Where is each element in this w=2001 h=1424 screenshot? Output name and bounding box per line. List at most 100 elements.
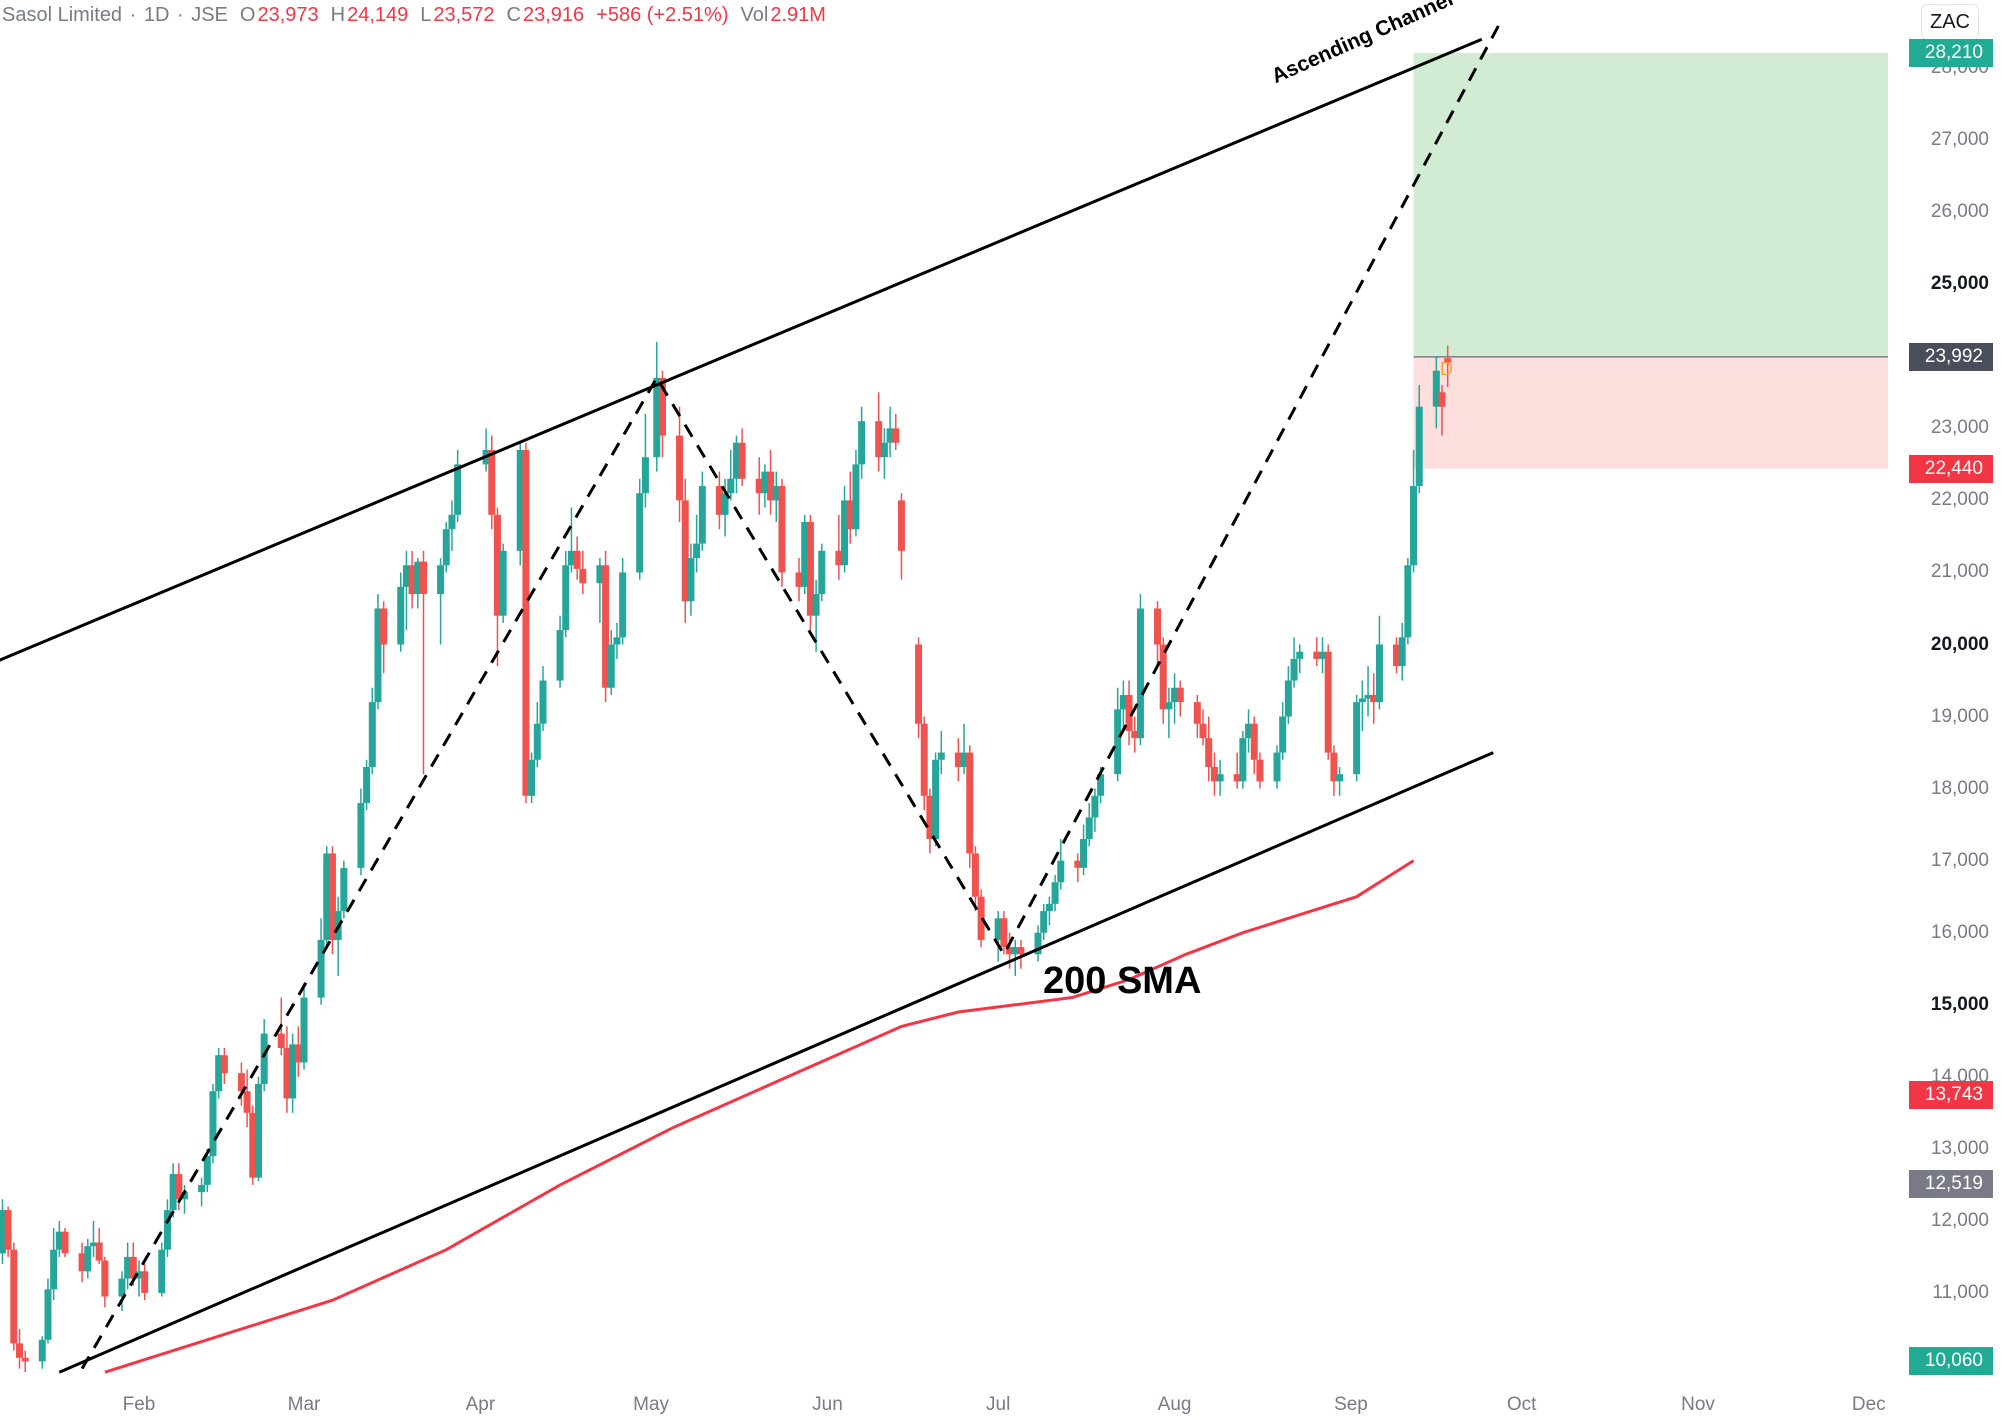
candle-body xyxy=(1353,702,1361,775)
time-tick: Jun xyxy=(812,1394,843,1415)
candle xyxy=(653,341,661,472)
candle xyxy=(1290,637,1298,688)
candle-body xyxy=(1364,694,1372,699)
candle xyxy=(397,572,405,652)
candle-body xyxy=(1034,932,1042,955)
target-price-badge: 28,210 xyxy=(1909,38,1993,67)
candle xyxy=(300,983,308,1070)
time-tick: Nov xyxy=(1681,1394,1715,1415)
candle xyxy=(937,730,945,775)
candle xyxy=(607,630,615,695)
candle xyxy=(374,594,382,710)
candle-body xyxy=(61,1231,69,1254)
candle xyxy=(420,550,427,775)
price-tick: 26,000 xyxy=(1930,201,1989,223)
candle xyxy=(1176,680,1184,717)
candle-body xyxy=(1370,694,1378,703)
candle xyxy=(283,1026,291,1113)
candle-body xyxy=(328,853,336,940)
candle-body xyxy=(1119,694,1127,710)
candle xyxy=(732,435,740,494)
candle-body xyxy=(10,1249,18,1344)
candle xyxy=(1245,709,1253,753)
candle-body xyxy=(442,529,450,566)
candle xyxy=(363,759,371,811)
candle xyxy=(357,788,365,876)
candle xyxy=(533,702,541,767)
candle-body xyxy=(363,766,371,804)
candle xyxy=(1375,615,1383,710)
candle-body xyxy=(243,1091,251,1113)
candle-body xyxy=(653,377,661,458)
candle xyxy=(727,449,735,501)
candle-body xyxy=(277,1033,285,1048)
close-value: 23,916 xyxy=(523,4,585,26)
open-value: 23,973 xyxy=(257,4,319,26)
candle xyxy=(636,478,644,580)
candle-body xyxy=(1358,698,1366,703)
price-tick: 23,000 xyxy=(1930,417,1989,439)
candle-body xyxy=(732,442,740,479)
candle-body xyxy=(317,939,325,998)
candle xyxy=(1045,896,1053,926)
candle xyxy=(84,1238,92,1279)
candle xyxy=(1154,601,1162,667)
candle-body xyxy=(448,514,456,530)
candle xyxy=(1353,694,1361,782)
candle-body xyxy=(533,723,541,760)
candle xyxy=(1444,345,1452,388)
close-label: C xyxy=(506,4,521,26)
candle xyxy=(573,536,581,580)
candle-body xyxy=(1091,795,1099,818)
candle xyxy=(596,558,604,623)
candle-body xyxy=(16,1343,24,1358)
currency-button[interactable]: ZAC xyxy=(1921,4,1979,40)
candle-body xyxy=(1074,860,1082,868)
candle xyxy=(215,1047,223,1099)
high-value: 24,149 xyxy=(347,4,409,26)
candle xyxy=(1319,637,1327,674)
candle-body xyxy=(738,442,746,479)
symbol-legend: Sasol Limited · 1D · JSE O 23,973 H 24,149 L 2… xyxy=(2,4,828,27)
candle-body xyxy=(892,428,900,443)
candle xyxy=(954,738,962,782)
candle xyxy=(1114,687,1122,782)
candle-body xyxy=(562,565,570,631)
candle-body xyxy=(835,550,843,566)
candle xyxy=(966,745,974,868)
candle-body xyxy=(1165,702,1173,710)
candle-body xyxy=(181,1192,189,1200)
time-tick: Sep xyxy=(1334,1394,1368,1415)
candle-body xyxy=(875,421,883,458)
candle-body xyxy=(846,500,854,530)
dividend-marker[interactable]: D xyxy=(1440,359,1453,379)
candle-body xyxy=(1017,947,1025,955)
candle xyxy=(926,788,934,854)
candle xyxy=(135,1260,143,1297)
candle xyxy=(141,1264,149,1301)
candle xyxy=(602,550,610,703)
candle-body xyxy=(1136,608,1144,739)
candle-body xyxy=(852,464,860,530)
time-tick: Oct xyxy=(1506,1394,1537,1415)
candle xyxy=(1324,644,1332,760)
candle-body xyxy=(596,565,604,584)
candle xyxy=(50,1228,58,1301)
candle xyxy=(1398,622,1406,681)
candle xyxy=(124,1242,132,1290)
candle xyxy=(772,471,780,523)
symbol-name: Sasol Limited xyxy=(2,4,123,26)
candle xyxy=(1165,687,1173,739)
candle xyxy=(994,911,1002,962)
candle-body xyxy=(1398,637,1406,667)
candle-body xyxy=(78,1253,86,1272)
candle xyxy=(676,406,684,523)
candle-body xyxy=(323,853,331,940)
candle xyxy=(323,846,331,948)
candle xyxy=(38,1336,46,1369)
candle xyxy=(556,615,564,688)
candle xyxy=(1051,875,1059,912)
candle-body xyxy=(1171,687,1179,703)
candle xyxy=(368,687,376,775)
